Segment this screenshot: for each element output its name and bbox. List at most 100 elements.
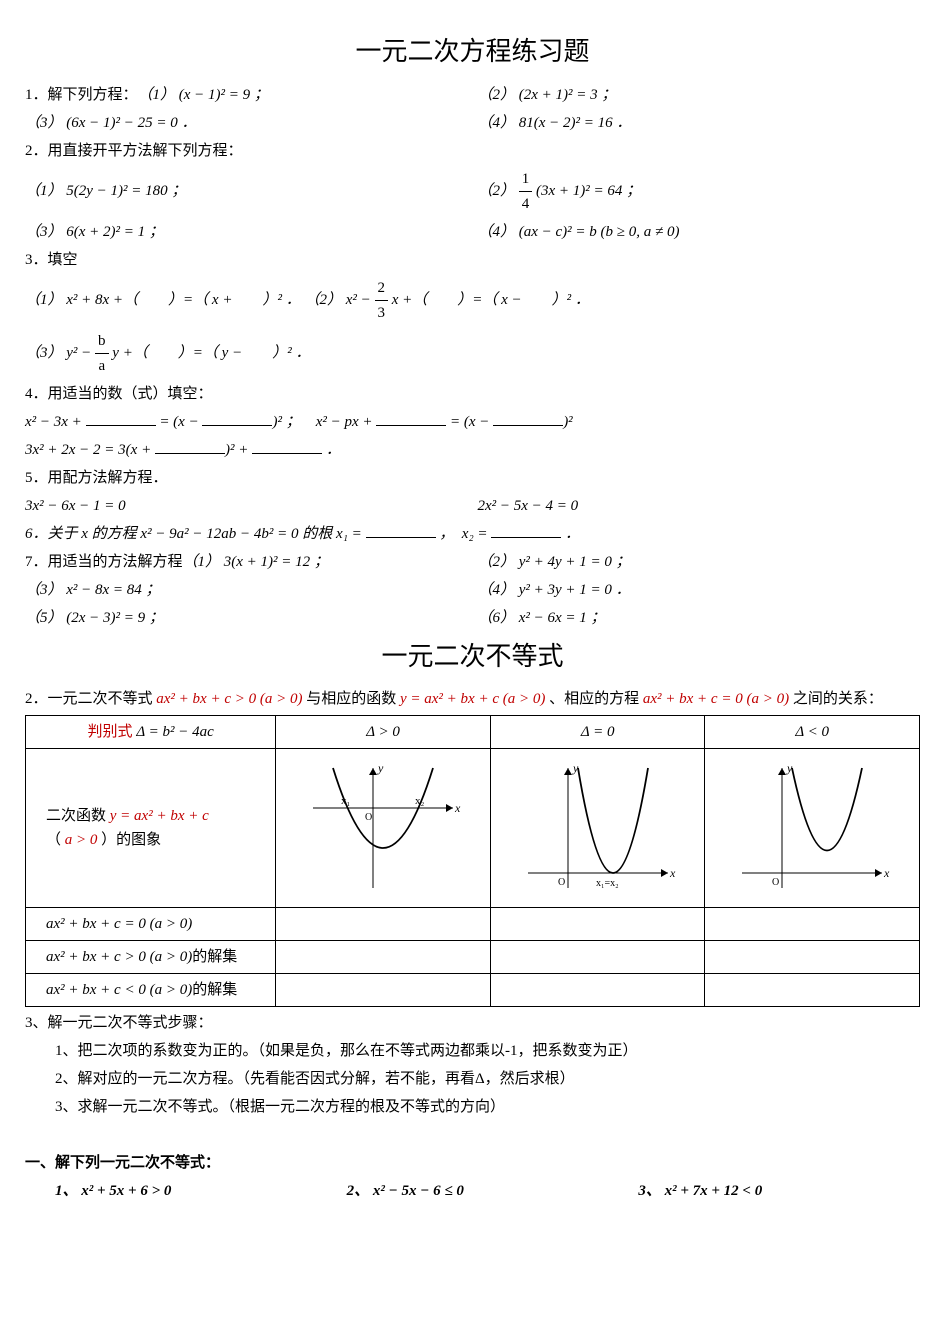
td-lt-solution: ax² + bx + c < 0 (a > 0)的解集 (26, 974, 276, 1007)
s2-lead-c: 、相应的方程 (545, 691, 643, 707)
blank (252, 438, 322, 454)
q3-b-pre: （2） x² − (304, 292, 374, 308)
svg-text:x: x (454, 801, 461, 815)
x2-label: x₂ (415, 795, 425, 807)
q1-b: （2） (2x + 1)² = 3 ； (478, 83, 921, 107)
td-empty (490, 941, 705, 974)
q7-row3: （5） (2x − 3)² = 9 ； （6） x² − 6x = 1 ； (25, 606, 920, 630)
s4-a: 1、 x² + 5x + 6 > 0 (55, 1179, 337, 1203)
q4-line2: 3x² + 2x − 2 = 3(x + )² + ． (25, 438, 920, 462)
q7-d: （4） y² + 3y + 1 = 0 ． (478, 578, 921, 602)
table-lt-row: ax² + bx + c < 0 (a > 0)的解集 (26, 974, 920, 1007)
th-delta-lt: Δ < 0 (705, 716, 920, 749)
q7-e: （5） (2x − 3)² = 9 ； (25, 606, 468, 630)
parabola-no-root-svg: x y O (732, 758, 892, 898)
svg-text:y: y (377, 761, 384, 775)
s4-lead: 一、解下列一元二次不等式： (25, 1151, 920, 1175)
svg-text:O: O (558, 877, 565, 888)
svg-text:y: y (786, 761, 793, 775)
graph-two-roots: x y O x₁ x₂ (276, 749, 491, 908)
r1-pc: ）的图象 (97, 832, 161, 848)
r1-expr: y = ax² + bx + c (110, 808, 209, 824)
s2-expr3: ax² + bx + c = 0 (a > 0) (643, 691, 789, 707)
svg-text:O: O (365, 812, 372, 823)
table-eq-row: ax² + bx + c = 0 (a > 0) (26, 908, 920, 941)
q1-c: （3） (6x − 1)² − 25 = 0 ． (25, 111, 468, 135)
q1-row1: 1．解下列方程：（1） (x − 1)² = 9 ； （2） (2x + 1)²… (25, 83, 920, 107)
q7-row2: （3） x² − 8x = 84 ； （4） y² + 3y + 1 = 0 ． (25, 578, 920, 602)
td-equation: ax² + bx + c = 0 (a > 0) (26, 908, 276, 941)
q2-lead: 2．用直接开平方法解下列方程： (25, 139, 920, 163)
q7-b: （2） y² + 4y + 1 = 0 ； (478, 550, 921, 574)
s2-lead-a: 2．一元二次不等式 (25, 691, 156, 707)
th1-pre: 判别式 (88, 724, 137, 740)
q4-l1b: = (x − (156, 414, 203, 430)
blank (202, 410, 272, 426)
q7-lead: 7．用适当的方法解方程 (25, 554, 183, 570)
q1-a: （1） (x − 1)² = 9 ； (138, 87, 269, 103)
s3-step3: 3、求解一元二次不等式。（根据一元二次方程的根及不等式的方向） (25, 1095, 920, 1119)
r4b: 的解集 (192, 982, 237, 998)
q3-b-post: x +（ ）=（ x − ）² ． (388, 292, 590, 308)
th-delta-gt: Δ > 0 (276, 716, 491, 749)
q4-l1e: )² (563, 414, 573, 430)
q4-lead: 4．用适当的数（式）填空： (25, 382, 920, 406)
s2-expr2: y = ax² + bx + c (a > 0) (400, 691, 545, 707)
q7-row1: 7．用适当的方法解方程（1） 3(x + 1)² = 12 ； （2） y² +… (25, 550, 920, 574)
r3a: ax² + bx + c > 0 (a > 0) (46, 949, 192, 965)
q2-b-post: (3x + 1)² = 64 ； (532, 183, 641, 199)
blank (155, 438, 225, 454)
q3-c-den: a (95, 353, 109, 378)
table-graph-row: 二次函数 y = ax² + bx + c （ a > 0 ）的图象 x y O… (26, 749, 920, 908)
q1-row2: （3） (6x − 1)² − 25 = 0 ． （4） 81(x − 2)² … (25, 111, 920, 135)
q3-b-num: 2 (375, 276, 389, 300)
parabola-one-root-svg: x y O x₁=x₂ (518, 758, 678, 898)
td-empty (276, 941, 491, 974)
q3-b-den: 3 (375, 300, 389, 325)
q3-c-num: b (95, 329, 109, 353)
q5-b: 2x² − 5x − 4 = 0 (478, 494, 921, 518)
q4-line1: x² − 3x + = (x − )² ； x² − px + = (x − )… (25, 410, 920, 434)
q3-row1: （1） x² + 8x +（ ）=（ x + ）² ． （2） x² − 23 … (25, 276, 920, 325)
q4-l2a: 3x² + 2x − 2 = 3(x + (25, 442, 155, 458)
graph-no-root: x y O (705, 749, 920, 908)
s2-lead-b: 与相应的函数 (302, 691, 400, 707)
s3-step2: 2、解对应的一元二次方程。（先看能否因式分解，若不能，再看Δ，然后求根） (25, 1067, 920, 1091)
s4-row: 1、 x² + 5x + 6 > 0 2、 x² − 5x − 6 ≤ 0 3、… (25, 1179, 920, 1203)
q7-a: （1） 3(x + 1)² = 12 ； (183, 554, 329, 570)
td-empty (490, 974, 705, 1007)
q7-c: （3） x² − 8x = 84 ； (25, 578, 468, 602)
relation-table: 判别式 Δ = b² − 4ac Δ > 0 Δ = 0 Δ < 0 二次函数 … (25, 715, 920, 1007)
th-discriminant: 判别式 Δ = b² − 4ac (26, 716, 276, 749)
svg-text:x: x (883, 866, 890, 880)
s2-lead-d: 之间的关系： (789, 691, 883, 707)
title-equations: 一元二次方程练习题 (25, 31, 920, 73)
q2-d: （4） (ax − c)² = b (b ≥ 0, a ≠ 0) (478, 220, 921, 244)
th1-expr: Δ = b² − 4ac (136, 724, 213, 740)
s4-c: 3、 x² + 7x + 12 < 0 (638, 1179, 920, 1203)
td-gt-solution: ax² + bx + c > 0 (a > 0)的解集 (26, 941, 276, 974)
q3-row2: （3） y² − ba y +（ ）=（ y − ）² ． (25, 329, 920, 378)
q4-l1d: = (x − (446, 414, 493, 430)
q2-b-den: 4 (519, 191, 533, 216)
graph-one-root: x y O x₁=x₂ (490, 749, 705, 908)
td-empty (705, 974, 920, 1007)
q5-a: 3x² − 6x − 1 = 0 (25, 494, 468, 518)
q6-post: ． (561, 526, 580, 542)
s2-expr1: ax² + bx + c > 0 (a > 0) (156, 691, 302, 707)
th-delta-eq: Δ = 0 (490, 716, 705, 749)
s3-step1: 1、把二次项的系数变为正的。（如果是负，那么在不等式两边都乘以-1，把系数变为正… (25, 1039, 920, 1063)
q2-b-pre: （2） (478, 183, 519, 199)
q2-row2: （3） 6(x + 2)² = 1 ； （4） (ax − c)² = b (b… (25, 220, 920, 244)
svg-text:O: O (772, 877, 779, 888)
r3b: 的解集 (192, 949, 237, 965)
q4-l1c: )² ； x² − px + (272, 414, 376, 430)
parabola-two-roots-svg: x y O x₁ x₂ (303, 758, 463, 898)
q5-row: 3x² − 6x − 1 = 0 2x² − 5x − 4 = 0 (25, 494, 920, 518)
q3-a: （1） x² + 8x +（ ）=（ x + ）² ． (25, 292, 301, 308)
x12-label: x₁=x₂ (596, 878, 619, 889)
r4a: ax² + bx + c < 0 (a > 0) (46, 982, 192, 998)
q2-a: （1） 5(2y − 1)² = 180 ； (25, 179, 468, 203)
td-empty (705, 941, 920, 974)
x1-label: x₁ (341, 795, 351, 807)
